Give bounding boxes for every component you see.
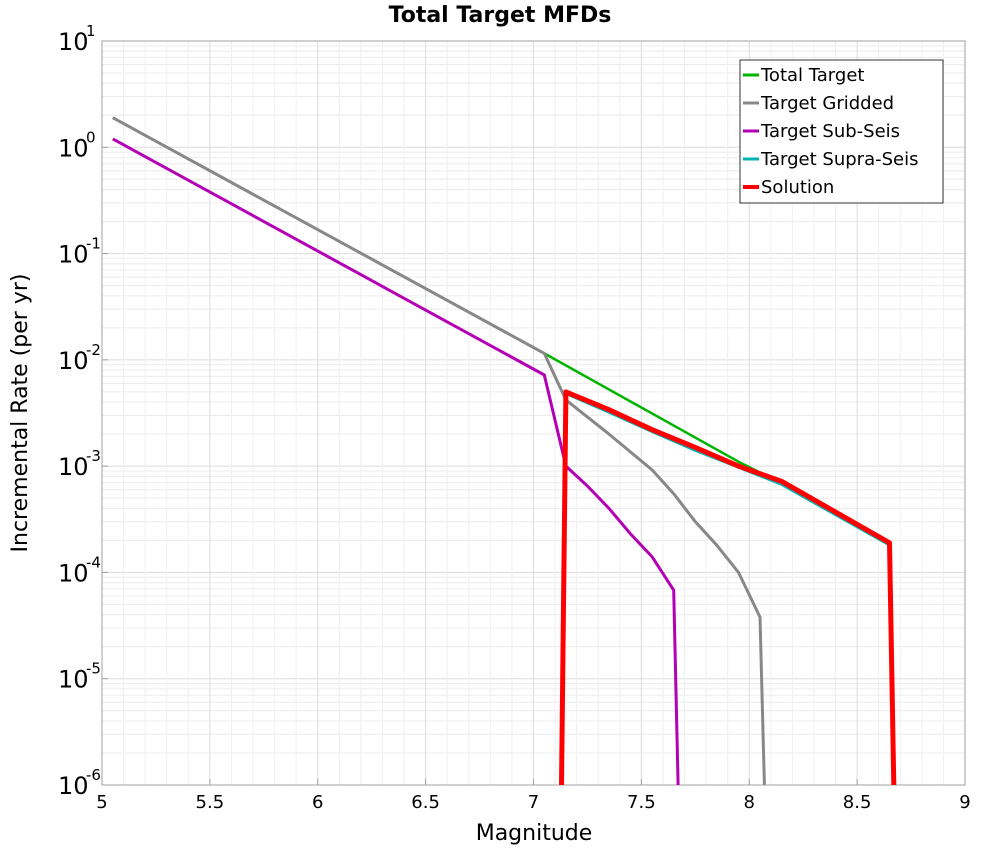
series-layer (112, 116, 897, 786)
y-tick-label-base: 10 (58, 559, 89, 587)
legend-label: Solution (761, 177, 834, 198)
x-tick-label: 7.5 (627, 792, 656, 813)
x-tick-label: 9 (959, 792, 970, 813)
legend-label: Target Supra-Seis (760, 149, 918, 170)
series-line-target-gridded (112, 116, 766, 786)
y-axis-label: Incremental Rate (per yr) (8, 274, 33, 553)
y-tick-label-exponent: -6 (86, 766, 101, 784)
legend-label: Target Gridded (760, 93, 894, 114)
x-tick-label: 8 (744, 792, 755, 813)
legend-box (739, 59, 944, 204)
series-line-solution (559, 389, 897, 786)
y-tick-label-base: 10 (58, 666, 89, 694)
legend: Total Target Target Gridded Target Sub-Sei… (739, 59, 944, 204)
legend-label: Total Target (760, 65, 864, 86)
y-tick-label-exponent: -5 (86, 660, 101, 678)
y-tick-label-base: 10 (58, 347, 89, 375)
chart-title: Total Target MFDs (389, 3, 612, 28)
series-line-target-sub-seis (112, 137, 680, 786)
y-tick-label-base: 10 (58, 772, 89, 800)
y-tick-label-exponent: 1 (86, 22, 96, 40)
y-tick-label-base: 10 (58, 241, 89, 269)
x-tick-label: 6 (312, 792, 323, 813)
x-axis-label: Magnitude (476, 821, 593, 846)
y-tick-label-exponent: -4 (86, 553, 101, 571)
y-tick-label-base: 10 (58, 453, 89, 481)
y-tick-label-exponent: -2 (86, 341, 101, 359)
x-tick-label: 6.5 (411, 792, 440, 813)
y-tick-label-exponent: 0 (86, 128, 96, 146)
y-tick-label-base: 10 (58, 134, 89, 162)
x-tick-label: 7 (528, 792, 539, 813)
legend-label: Target Sub-Seis (760, 121, 900, 142)
y-tick-label-exponent: -3 (86, 447, 101, 465)
y-tick-label-base: 10 (58, 28, 89, 56)
x-axis-ticks: 5 5.5 6 6.5 7 7.5 8 8.5 9 (96, 779, 971, 813)
y-tick-label-exponent: -1 (86, 235, 101, 253)
x-tick-label: 5 (96, 792, 107, 813)
x-tick-label: 8.5 (843, 792, 872, 813)
x-tick-label: 5.5 (196, 792, 225, 813)
